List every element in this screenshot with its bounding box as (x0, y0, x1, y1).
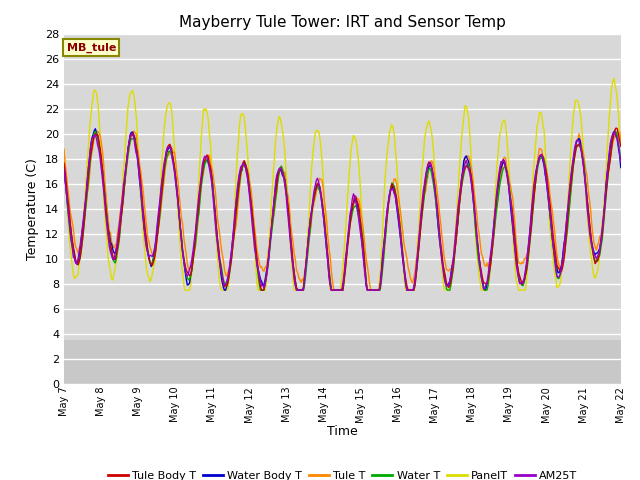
Text: MB_tule: MB_tule (67, 42, 116, 53)
X-axis label: Time: Time (327, 425, 358, 438)
Title: Mayberry Tule Tower: IRT and Sensor Temp: Mayberry Tule Tower: IRT and Sensor Temp (179, 15, 506, 30)
Y-axis label: Temperature (C): Temperature (C) (26, 158, 39, 260)
Legend: Tule Body T, Water Body T, Tule T, Water T, PanelT, AM25T: Tule Body T, Water Body T, Tule T, Water… (103, 467, 582, 480)
Bar (64, 340, 621, 384)
